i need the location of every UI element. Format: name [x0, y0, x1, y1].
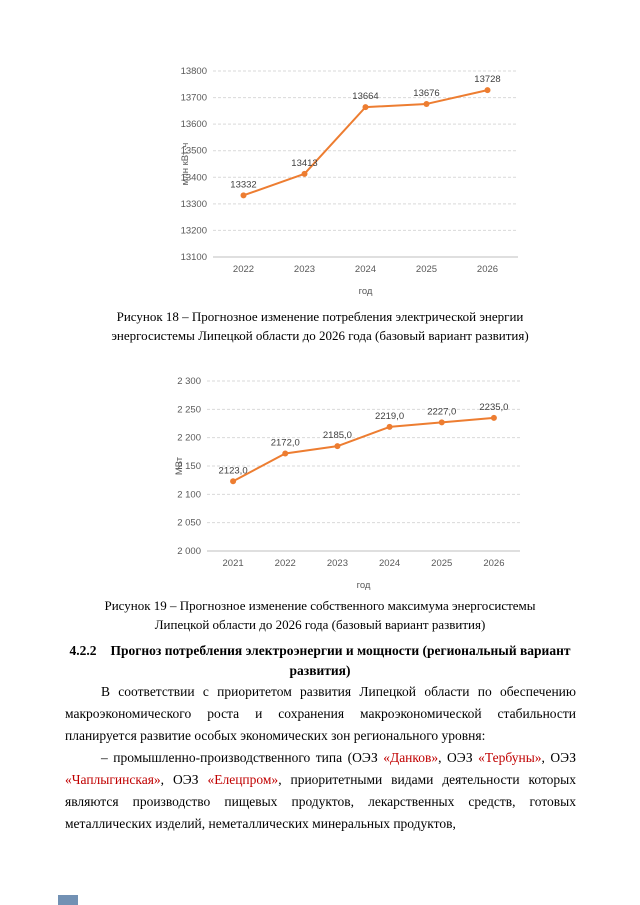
section-title: Прогноз потребления электроэнергии и мощ…	[110, 643, 571, 678]
text-segment: «Тербуны»	[478, 750, 542, 765]
text-segment: , ОЭЗ	[160, 772, 208, 787]
data-point	[484, 87, 491, 94]
data-label: 2123,0	[219, 465, 248, 476]
text-segment: «Елецпром»	[207, 772, 279, 787]
x-tick-label: 2025	[416, 264, 437, 275]
data-label: 2219,0	[375, 411, 404, 422]
data-label: 2235,0	[479, 402, 508, 413]
x-axis-title: год	[357, 580, 371, 591]
data-point	[301, 170, 308, 177]
data-point	[423, 100, 430, 107]
y-tick-label: 13700	[181, 93, 207, 104]
body-paragraph-1: В соответствии с приоритетом развития Ли…	[65, 684, 576, 743]
data-point	[240, 192, 247, 199]
y-tick-label: 2 300	[177, 376, 201, 387]
text-segment: – промышленно-производственного типа (ОЭ…	[101, 750, 384, 765]
y-tick-label: 13500	[181, 146, 207, 157]
y-axis-title: МВт	[174, 456, 185, 475]
body-text: В соответствии с приоритетом развития Ли…	[65, 681, 576, 835]
y-tick-label: 13300	[181, 199, 207, 210]
x-tick-label: 2026	[477, 264, 498, 275]
series-line	[232, 416, 495, 483]
x-tick-label: 2025	[431, 558, 452, 569]
y-tick-label: 2 150	[177, 461, 201, 472]
data-label: 13676	[413, 88, 439, 99]
y-tick-label: 2 000	[177, 546, 201, 557]
data-label: 2185,0	[323, 430, 352, 441]
text-segment: , ОЭЗ	[438, 750, 479, 765]
text-segment: , приоритетными видами деятельности кото…	[65, 772, 577, 831]
data-label: 13332	[230, 179, 256, 190]
figure-18-caption: Рисунок 18 – Прогнозное изменение потреб…	[65, 307, 575, 345]
x-tick-label: 2024	[379, 558, 400, 569]
data-point	[362, 104, 369, 111]
x-axis-title: год	[359, 286, 373, 297]
y-tick-label: 13100	[181, 252, 207, 263]
x-tick-label: 2023	[327, 558, 348, 569]
section-heading: 4.2.2 Прогноз потребления электроэнергии …	[65, 641, 575, 681]
y-tick-label: 2 200	[177, 433, 201, 444]
data-label: 2172,0	[271, 438, 300, 449]
x-tick-label: 2026	[483, 558, 504, 569]
body-paragraph-2: – промышленно-производственного типа (ОЭ…	[65, 747, 576, 835]
figure-18-caption-text: Рисунок 18 – Прогнозное изменение потреб…	[111, 309, 529, 343]
figure-18-chart: 13100 13200 13300 13400 13500 13600 13700 13800…	[180, 66, 518, 297]
y-tick-label: 13400	[181, 172, 207, 183]
x-tick-label: 2021	[223, 558, 244, 569]
text-segment: «Данков»	[383, 750, 439, 765]
x-tick-label: 2024	[355, 264, 376, 275]
data-label: 13728	[474, 74, 500, 85]
data-point	[334, 443, 341, 450]
x-tick-label: 2022	[233, 264, 254, 275]
data-point	[282, 450, 289, 457]
text-segment: «Чаплыгинская»	[65, 772, 161, 787]
x-tick-label: 2022	[275, 558, 296, 569]
data-label: 13664	[352, 91, 378, 102]
y-tick-label: 2 100	[177, 489, 201, 500]
figure-19-chart: 2 000 2 050 2 100 2 150 2 200 2 250 2 300 2021 2…	[174, 376, 520, 591]
figure-19-caption: Рисунок 19 – Прогнозное изменение собств…	[65, 596, 575, 634]
page-bottom-artifact	[58, 895, 78, 905]
data-point	[438, 419, 445, 426]
data-label: 13413	[291, 158, 317, 169]
y-tick-label: 13600	[181, 119, 207, 130]
y-tick-label: 13200	[181, 225, 207, 236]
x-tick-label: 2023	[294, 264, 315, 275]
data-point	[490, 414, 497, 421]
data-label: 2227,0	[427, 406, 456, 417]
data-point	[230, 478, 237, 485]
section-number: 4.2.2	[69, 643, 97, 658]
figure-19-caption-text: Рисунок 19 – Прогнозное изменение собств…	[104, 598, 536, 632]
y-tick-label: 2 250	[177, 404, 201, 415]
y-tick-label: 13800	[181, 66, 207, 77]
data-point	[386, 423, 393, 430]
y-tick-label: 2 050	[177, 518, 201, 529]
text-segment: , ОЭЗ	[541, 750, 577, 765]
y-axis-title: млн кВт·ч	[180, 143, 191, 186]
